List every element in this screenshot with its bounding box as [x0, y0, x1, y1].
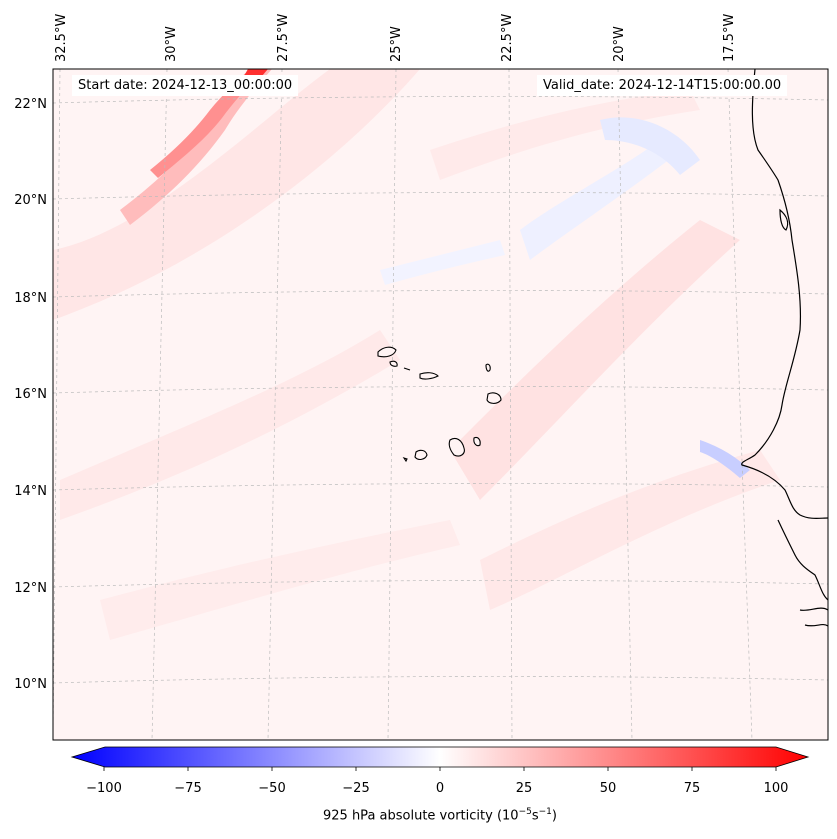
vorticity-field	[53, 69, 828, 740]
lat-label: 18°N	[14, 291, 47, 306]
island	[414, 449, 428, 460]
vorticity-streak	[120, 69, 272, 225]
island	[377, 346, 397, 358]
lat-label: 14°N	[14, 484, 47, 499]
island	[485, 363, 491, 372]
lon-label: 20°W	[612, 26, 627, 62]
colorbar-tick-label: 50	[599, 781, 617, 796]
colorbar-tick-label: −25	[342, 781, 370, 796]
coast-islands-south	[799, 607, 828, 627]
start-date: Start date: 2024-12-13_00:00:00	[72, 75, 299, 96]
field-neg-patch	[700, 440, 750, 478]
field-neg-patch	[520, 140, 675, 260]
lon-label: 22.5°W	[500, 13, 515, 62]
island	[486, 392, 502, 404]
colorbar-body	[70, 746, 810, 768]
lon-label: 32.5°W	[54, 13, 69, 62]
field-band	[100, 520, 460, 640]
lon-label: 30°W	[164, 26, 179, 62]
island	[473, 436, 481, 447]
field-band	[53, 69, 420, 320]
colorbar	[70, 746, 810, 768]
colorbar-ticks	[103, 767, 777, 771]
island	[402, 456, 408, 463]
graticule	[53, 69, 828, 740]
lat-label: 16°N	[14, 387, 47, 402]
lon-label: 17.5°W	[722, 13, 737, 62]
island	[448, 437, 465, 457]
colorbar-tick-label: 25	[515, 781, 533, 796]
vorticity-streak-peak	[244, 69, 268, 76]
field-background	[53, 69, 828, 740]
field-neg-patch	[380, 240, 505, 285]
island	[419, 372, 439, 380]
field-band	[450, 220, 740, 500]
island	[403, 367, 411, 371]
field-band	[480, 450, 780, 610]
lon-label: 25°W	[389, 26, 404, 62]
lat-label: 10°N	[14, 677, 47, 692]
field-band	[60, 330, 400, 520]
valid-date: Valid_date: 2024-12-14T15:00:00.00	[537, 75, 788, 96]
map-frame	[52, 68, 829, 741]
colorbar-tick-label: −75	[174, 781, 202, 796]
colorbar-label: 925 hPa absolute vorticity (10−5s−1)	[323, 807, 557, 824]
colorbar-tick-label: 0	[435, 781, 445, 796]
colorbar-tick-label: −100	[86, 781, 122, 796]
lat-label: 22°N	[14, 97, 47, 112]
island	[389, 360, 398, 367]
lon-label: 27.5°W	[276, 13, 291, 62]
lat-label: 20°N	[14, 193, 47, 208]
field-band	[430, 90, 700, 180]
africa-coast	[741, 69, 828, 519]
lat-label: 12°N	[14, 581, 47, 596]
colorbar-tick-label: −50	[258, 781, 286, 796]
coast-island	[779, 208, 789, 231]
colorbar-tick-label: 75	[683, 781, 701, 796]
africa-coast-south	[777, 519, 828, 601]
coastline	[741, 69, 828, 627]
vorticity-streak-core	[150, 69, 262, 178]
field-neg-patch	[600, 117, 700, 175]
colorbar-tick-label: 100	[763, 781, 789, 796]
cape-verde-islands	[377, 346, 502, 463]
